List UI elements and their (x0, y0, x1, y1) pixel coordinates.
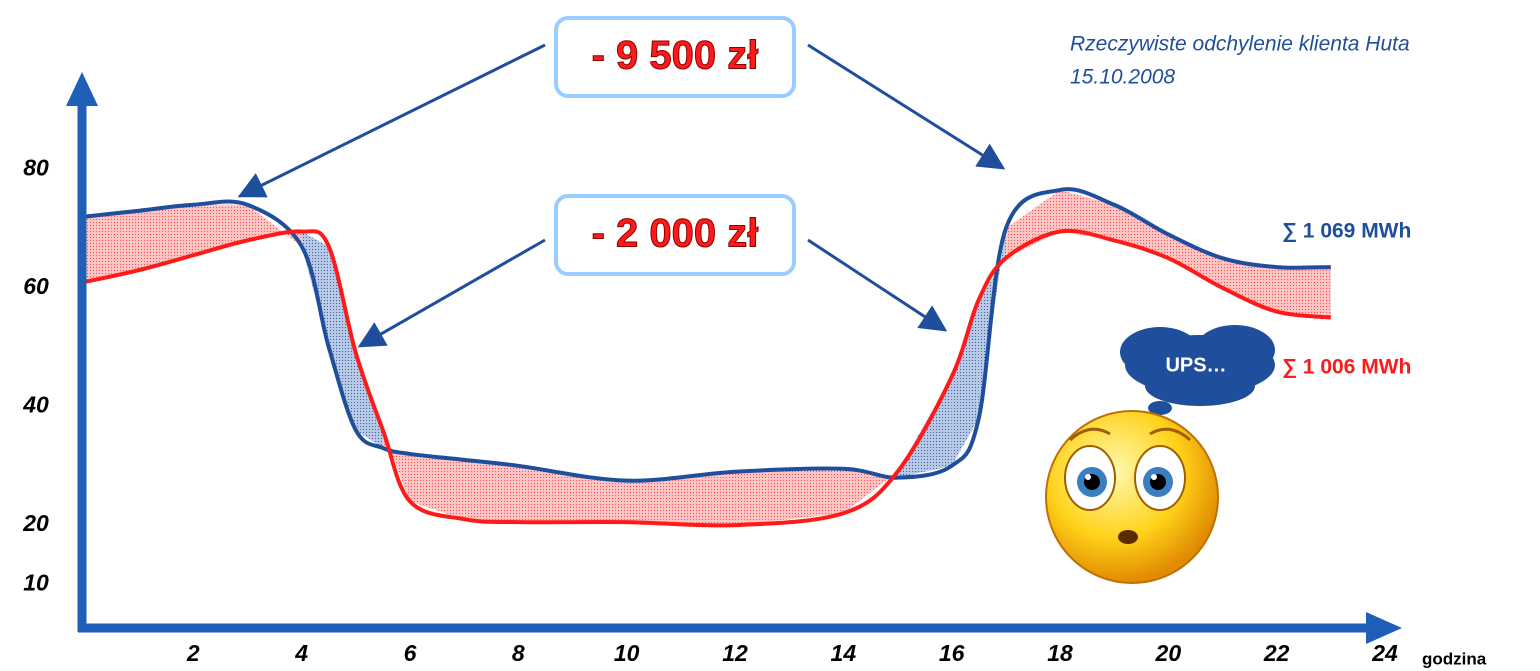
x-tick-label: 6 (404, 640, 417, 666)
y-tick-label: 80 (23, 154, 49, 180)
x-tick-label: 20 (1155, 640, 1182, 666)
x-tick-label: 22 (1263, 640, 1290, 666)
x-tick-label: 18 (1047, 640, 1073, 666)
x-tick-label: 2 (186, 640, 200, 666)
y-tick-label: 10 (23, 570, 49, 596)
y-axis-arrow (66, 72, 98, 106)
y-tick-label: 20 (22, 510, 49, 536)
x-tick-label: 14 (831, 640, 857, 666)
deviation-band (1006, 190, 1060, 258)
series-total: ∑ 1 069 MWh (1282, 220, 1411, 243)
deviation-band (1277, 267, 1331, 317)
y-tick-label: 40 (22, 392, 49, 418)
chart: godzina Rzeczywiste odchylenie klienta H… (0, 0, 1540, 671)
deviation-band (139, 205, 193, 270)
annotation: - 9 500 zł (592, 34, 759, 78)
annotation: - 2 000 zł (592, 212, 759, 256)
series-total: ∑ 1 006 MWh (1282, 356, 1411, 379)
y-tick-label: 60 (23, 273, 49, 299)
x-axis-label: godzina (1422, 649, 1487, 668)
x-tick-label: 8 (512, 640, 525, 666)
x-tick-label: 12 (722, 640, 748, 666)
x-tick-label: 16 (939, 640, 965, 666)
x-tick-label: 10 (614, 640, 640, 666)
x-tick-label: 4 (294, 640, 308, 666)
smiley (1046, 411, 1218, 583)
chart-subtitle: 15.10.2008 (1070, 66, 1175, 89)
deviation-band (464, 460, 518, 522)
chart-title: Rzeczywiste odchylenie klienta Huta (1070, 33, 1410, 56)
cloud-text: UPS… (1165, 354, 1226, 376)
x-tick-label: 24 (1371, 640, 1398, 666)
